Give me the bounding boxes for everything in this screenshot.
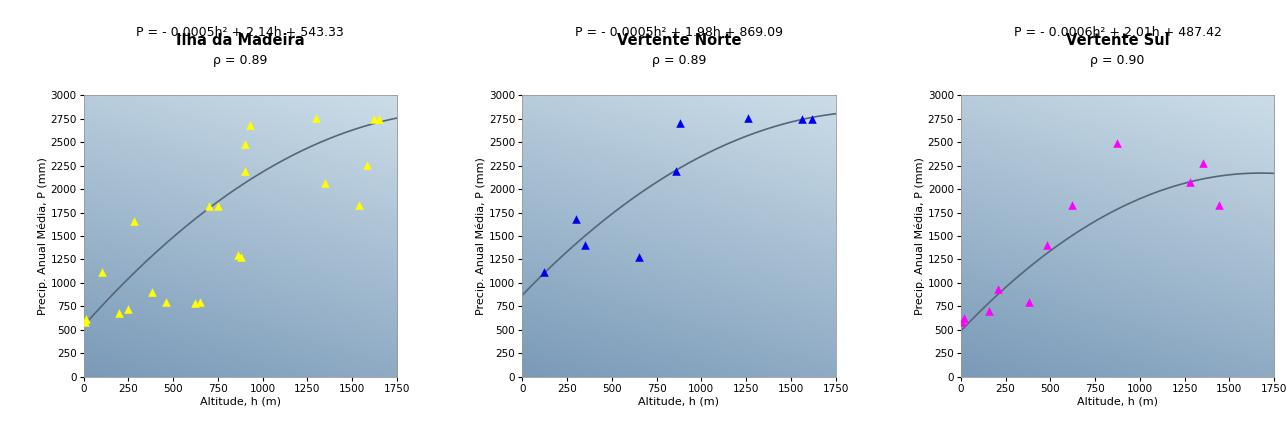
Point (988, 286, 1009, 293)
Point (228, 251, 248, 258)
Text: P = - 0.0006h² + 2.01h + 487.42: P = - 0.0006h² + 2.01h + 487.42 (1014, 26, 1221, 39)
Point (802, 115, 822, 122)
Point (234, 141, 255, 148)
Point (184, 299, 205, 306)
Text: P = - 0.0005h² + 1.98h + 869.09: P = - 0.0005h² + 1.98h + 869.09 (575, 26, 782, 39)
Point (1192, 159, 1212, 166)
Point (1107, 140, 1127, 147)
Point (669, 120, 690, 127)
Point (737, 114, 758, 121)
Point (792, 115, 812, 122)
Point (533, 268, 553, 275)
Text: P = - 0.0005h² + 2.14h + 543.33: P = - 0.0005h² + 2.14h + 543.33 (136, 26, 344, 39)
Point (315, 179, 336, 186)
Point (306, 114, 327, 121)
Y-axis label: Precip. Anual Média, P (mm): Precip. Anual Média, P (mm) (476, 157, 486, 315)
Point (1208, 202, 1229, 209)
Y-axis label: Precip. Anual Média, P (mm): Precip. Anual Média, P (mm) (37, 157, 48, 315)
X-axis label: Altitude, h (m): Altitude, h (m) (638, 397, 719, 407)
Point (363, 115, 384, 122)
Y-axis label: Precip. Anual Média, P (mm): Precip. Anual Média, P (mm) (914, 157, 925, 315)
Point (574, 242, 595, 249)
Point (356, 161, 377, 168)
X-axis label: Altitude, h (m): Altitude, h (m) (1077, 397, 1158, 407)
Point (124, 217, 144, 224)
Point (1018, 298, 1039, 305)
Point (75, 319, 95, 326)
Text: ρ = 0.89: ρ = 0.89 (214, 54, 268, 67)
Point (1036, 242, 1057, 249)
Point (198, 203, 219, 210)
Point (1062, 202, 1082, 209)
Point (142, 289, 162, 296)
Point (109, 310, 130, 317)
Point (91, 268, 112, 275)
Title: Ilha da Madeira: Ilha da Madeira (176, 33, 305, 48)
Title: Vertente Norte: Vertente Norte (616, 33, 741, 48)
Point (628, 253, 649, 260)
Point (951, 319, 972, 326)
X-axis label: Altitude, h (m): Altitude, h (m) (199, 397, 281, 407)
Point (665, 168, 686, 175)
Point (189, 298, 210, 305)
Text: ρ = 0.90: ρ = 0.90 (1090, 54, 1144, 67)
Point (349, 202, 369, 209)
Point (369, 115, 390, 122)
Title: Vertente Sul: Vertente Sul (1066, 33, 1170, 48)
Point (566, 216, 587, 223)
Point (239, 122, 260, 129)
Point (979, 307, 1000, 314)
Point (230, 253, 251, 260)
Point (207, 203, 228, 210)
Text: ρ = 0.89: ρ = 0.89 (651, 54, 707, 67)
Point (118, 306, 139, 313)
Point (234, 168, 255, 175)
Point (76, 315, 97, 322)
Point (1180, 178, 1201, 185)
Point (156, 298, 176, 305)
Point (954, 314, 974, 321)
